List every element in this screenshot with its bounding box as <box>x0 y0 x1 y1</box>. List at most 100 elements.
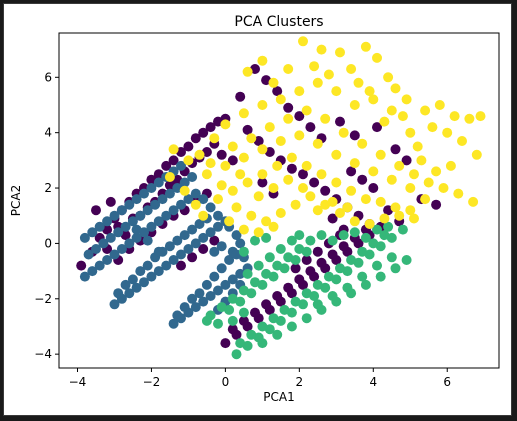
x-tick-label: 6 <box>443 375 451 389</box>
cluster-1-point <box>102 216 113 227</box>
cluster-0-point <box>316 257 327 268</box>
cluster-1-point <box>79 271 90 282</box>
cluster-0-point <box>216 149 227 160</box>
cluster-3-point <box>346 64 357 74</box>
cluster-1-point <box>161 260 172 271</box>
cluster-3-point <box>349 100 360 110</box>
cluster-3-point <box>275 208 286 218</box>
cluster-1-point <box>124 238 135 249</box>
cluster-0-point <box>187 252 198 263</box>
cluster-0-point <box>401 155 412 166</box>
cluster-3-point <box>309 61 320 72</box>
cluster-0-point <box>190 133 201 144</box>
cluster-3-point <box>427 122 438 133</box>
cluster-1-point <box>102 255 113 265</box>
cluster-1-point <box>157 194 168 205</box>
cluster-1-point <box>87 266 98 277</box>
cluster-3-point <box>257 144 268 155</box>
cluster-3-point <box>227 141 238 152</box>
cluster-2-point <box>375 271 386 282</box>
cluster-3-point <box>298 183 308 193</box>
cluster-1-point <box>109 249 120 260</box>
cluster-0-point <box>283 102 294 113</box>
cluster-1-point <box>105 232 116 243</box>
cluster-3-point <box>331 86 342 97</box>
cluster-3-point <box>190 199 201 210</box>
cluster-3-point <box>445 160 456 171</box>
cluster-2-point <box>338 230 349 241</box>
cluster-1-point <box>172 235 183 246</box>
cluster-0-point <box>272 291 283 301</box>
cluster-2-point <box>335 263 345 274</box>
cluster-3-point <box>331 177 342 188</box>
cluster-0-point <box>183 141 194 152</box>
cluster-3-point <box>268 221 279 232</box>
cluster-1-point <box>187 172 198 182</box>
cluster-2-point <box>227 315 238 326</box>
cluster-1-point <box>87 227 98 238</box>
cluster-3-point <box>357 138 368 149</box>
cluster-1-point <box>131 224 142 235</box>
x-axis-ticks: −4 −2 0 2 4 6 <box>69 368 451 389</box>
cluster-1-point <box>194 288 205 299</box>
cluster-0-point <box>176 260 186 271</box>
cluster-0-point <box>220 338 231 349</box>
cluster-3-point <box>372 52 382 63</box>
cluster-1-point <box>127 216 138 227</box>
cluster-2-point <box>224 304 235 315</box>
cluster-0-point <box>338 241 349 252</box>
cluster-0-point <box>298 169 308 180</box>
cluster-2-point <box>301 288 312 299</box>
cluster-0-point <box>198 127 209 138</box>
cluster-3-point <box>338 127 349 138</box>
cluster-3-point <box>375 196 386 207</box>
cluster-0-point <box>257 177 268 188</box>
cluster-2-point <box>290 255 301 265</box>
cluster-3-point <box>386 105 397 116</box>
cluster-3-point <box>294 86 305 97</box>
cluster-3-point <box>257 55 268 66</box>
cluster-1-point <box>176 249 186 260</box>
cluster-0-point <box>198 244 209 254</box>
cluster-3-point <box>198 210 209 221</box>
cluster-0-point <box>283 282 294 293</box>
cluster-2-point <box>286 321 297 332</box>
x-tick-label: 0 <box>222 375 230 389</box>
cluster-2-point <box>349 227 360 238</box>
cluster-0-point <box>335 116 345 127</box>
cluster-1-point <box>113 288 124 299</box>
cluster-1-point <box>109 299 120 310</box>
cluster-3-point <box>468 196 479 207</box>
cluster-3-point <box>323 69 334 80</box>
cluster-1-point <box>235 238 246 249</box>
cluster-3-point <box>457 136 467 146</box>
cluster-3-point <box>471 149 482 160</box>
cluster-2-point <box>305 235 316 246</box>
chart-title: PCA Clusters <box>234 14 323 30</box>
cluster-1-point <box>94 221 105 232</box>
cluster-3-point <box>209 133 220 144</box>
cluster-3-point <box>264 122 275 133</box>
cluster-3-point <box>168 144 179 155</box>
cluster-1-point <box>120 279 131 290</box>
figure-canvas: PCA Clusters −4 −2 0 2 4 6 −4 −2 0 2 4 6 PCA1 PCA2 <box>3 3 512 416</box>
cluster-3-point <box>227 185 238 196</box>
cluster-3-point <box>438 183 449 193</box>
cluster-1-point <box>216 263 227 274</box>
cluster-1-point <box>164 241 175 252</box>
cluster-2-point <box>401 255 412 265</box>
cluster-3-point <box>368 94 379 105</box>
cluster-1-point <box>183 194 194 205</box>
cluster-0-point <box>305 266 316 277</box>
cluster-3-point <box>416 155 427 166</box>
cluster-1-point <box>113 227 124 238</box>
cluster-0-point <box>76 260 87 271</box>
x-tick-label: −4 <box>69 375 87 389</box>
cluster-1-point <box>198 296 209 307</box>
cluster-2-point <box>372 224 382 235</box>
cluster-1-point <box>116 205 127 216</box>
cluster-2-point <box>360 279 371 290</box>
cluster-3-point <box>294 130 305 141</box>
cluster-1-point <box>153 246 164 257</box>
cluster-1-point <box>176 199 186 210</box>
